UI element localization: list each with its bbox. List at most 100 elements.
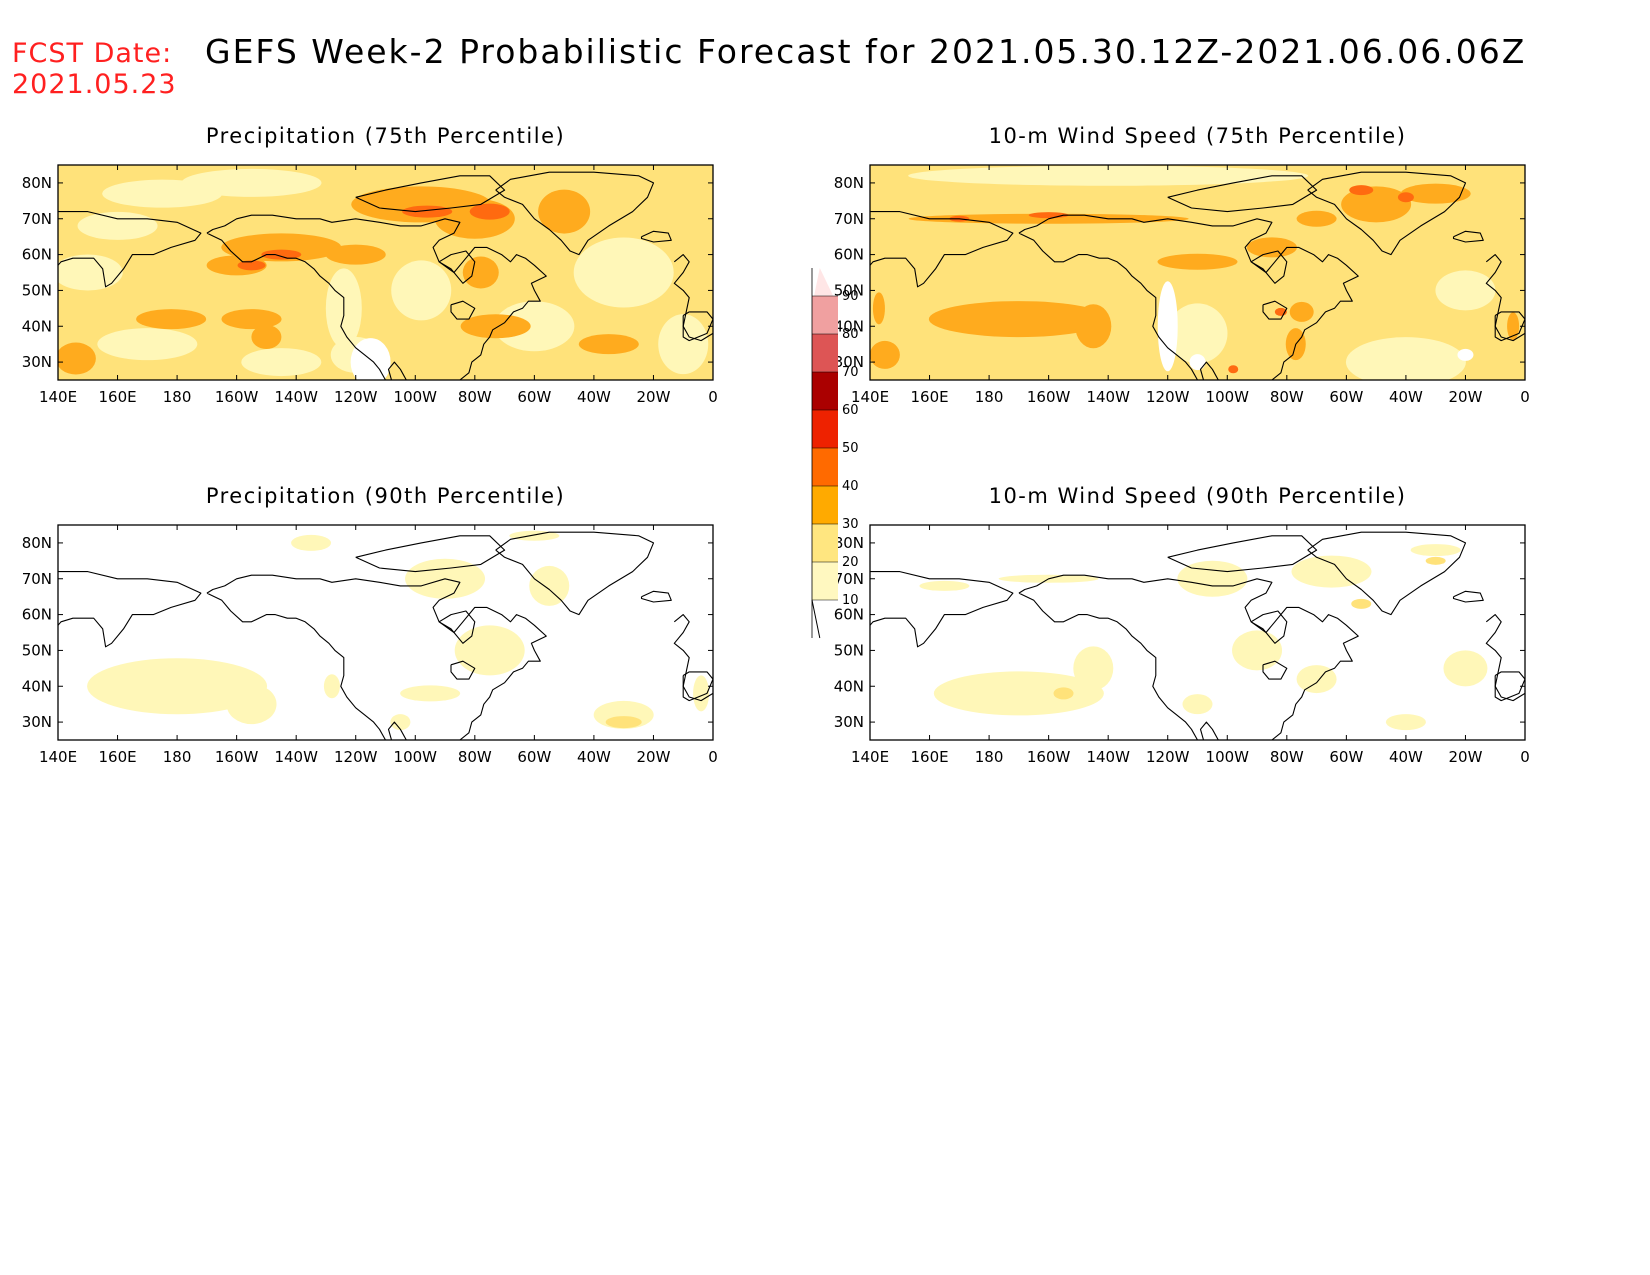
colorbar-label: 40 bbox=[842, 479, 859, 494]
coast-east-asia bbox=[58, 571, 202, 648]
panel-title-wind75: 10-m Wind Speed (75th Percentile) bbox=[988, 124, 1407, 148]
coast-europe bbox=[673, 254, 713, 342]
map-panel-precip90: 140E 160E 180 160W 140W 120W 100W 80W 60W 40W 20W 0… bbox=[0, 520, 740, 790]
colorbar-swatch bbox=[812, 486, 838, 524]
shade-mid-3 bbox=[221, 233, 342, 262]
x-tick-label: 80W bbox=[1270, 748, 1304, 766]
x-tick-label: 160W bbox=[1027, 388, 1071, 406]
coast-iceland bbox=[1452, 590, 1484, 603]
x-tick-label: 180 bbox=[163, 748, 192, 766]
shade-mid-2 bbox=[538, 189, 591, 234]
coast-greenland bbox=[1307, 171, 1467, 256]
x-tick-label: 40W bbox=[577, 748, 611, 766]
y-tick-label: 30N bbox=[834, 713, 864, 731]
y-tick-label: 50N bbox=[22, 641, 52, 659]
shade-low-6 bbox=[1296, 665, 1337, 694]
x-tick-label: 120W bbox=[1146, 388, 1190, 406]
shade-mid-8 bbox=[58, 342, 96, 375]
coast-iceland bbox=[640, 230, 672, 243]
map-wind90-svg: 140E 160E 180 160W 140W 120W 100W 80W 60W 40W 20W 0… bbox=[834, 524, 1530, 766]
shade-mid-11 bbox=[251, 325, 282, 349]
shade-high-2 bbox=[261, 249, 302, 260]
x-tick-label: 0 bbox=[708, 748, 718, 766]
shade-mid-9 bbox=[136, 309, 207, 330]
shade-low-10 bbox=[97, 328, 198, 361]
x-tick-label: 0 bbox=[1520, 748, 1530, 766]
shade-mid-1 bbox=[1425, 556, 1446, 565]
map-panel-wind90: 140E 160E 180 160W 140W 120W 100W 80W 60W 40W 20W 0… bbox=[812, 520, 1552, 790]
shade-mid-2 bbox=[870, 340, 900, 369]
coast-east-asia bbox=[58, 211, 202, 288]
shade-mid-9 bbox=[1289, 301, 1314, 322]
x-tick-label: 60W bbox=[517, 388, 551, 406]
coast-great-lakes bbox=[450, 660, 476, 680]
x-tick-label: 20W bbox=[636, 748, 670, 766]
y-tick-label: 60N bbox=[834, 606, 864, 624]
colorbar-swatch bbox=[812, 372, 838, 410]
shade-low-6 bbox=[391, 260, 452, 321]
y-tick-label: 50N bbox=[22, 281, 52, 299]
shade-low-2 bbox=[1177, 560, 1248, 597]
shade-mid-5 bbox=[1157, 253, 1238, 270]
shade-low-0 bbox=[933, 671, 1104, 716]
x-tick-label: 120W bbox=[334, 748, 378, 766]
map-frame bbox=[57, 164, 714, 381]
colorbar-swatch bbox=[812, 448, 838, 486]
map-frame bbox=[57, 524, 714, 741]
shade-mid-12 bbox=[1296, 210, 1337, 227]
shade-mid-6 bbox=[1246, 237, 1297, 258]
map-panel-wind75: 140E 160E 180 160W 140W 120W 100W 80W 60W 40W 20W 0… bbox=[812, 160, 1552, 430]
shade-low-4 bbox=[400, 685, 461, 702]
coast-arctic-islands bbox=[1167, 535, 1318, 573]
coast-hudson-bay bbox=[438, 250, 476, 284]
map-wind75-svg: 140E 160E 180 160W 140W 120W 100W 80W 60W 40W 20W 0… bbox=[834, 164, 1530, 406]
shading-layer bbox=[58, 165, 713, 380]
coast-greenland bbox=[495, 531, 655, 616]
coast-iceland bbox=[640, 590, 672, 603]
shade-none-0 bbox=[1157, 281, 1178, 372]
y-tick-label: 70N bbox=[834, 570, 864, 588]
x-tick-label: 100W bbox=[394, 748, 438, 766]
x-tick-label: 120W bbox=[334, 388, 378, 406]
coast-hudson-bay bbox=[438, 610, 476, 644]
y-tick-label: 60N bbox=[834, 246, 864, 264]
shade-low-1 bbox=[1345, 337, 1466, 380]
coast-europe bbox=[1485, 614, 1525, 702]
x-tick-label: 160E bbox=[910, 748, 948, 766]
coast-east-asia bbox=[870, 211, 1014, 288]
coastline-layer bbox=[870, 531, 1525, 740]
coast-europe bbox=[673, 614, 713, 702]
x-tick-label: 140E bbox=[39, 748, 77, 766]
shade-low-1 bbox=[1073, 646, 1114, 691]
forecast-date-label: FCST Date: 2021.05.23 bbox=[12, 38, 177, 100]
colorbar-swatch bbox=[812, 524, 838, 562]
y-tick-label: 80N bbox=[22, 174, 52, 192]
colorbar-swatch bbox=[812, 334, 838, 372]
shade-low-3 bbox=[1291, 555, 1372, 588]
x-tick-label: 160W bbox=[215, 748, 259, 766]
colorbar-label: 30 bbox=[842, 517, 859, 532]
coast-arctic-islands bbox=[355, 535, 506, 573]
shade-low-11 bbox=[241, 348, 322, 377]
shade-mid-5 bbox=[462, 256, 499, 289]
colorbar-label: 20 bbox=[842, 555, 859, 570]
x-tick-label: 40W bbox=[577, 388, 611, 406]
panel-title-precip90: Precipitation (90th Percentile) bbox=[205, 484, 566, 508]
x-tick-label: 100W bbox=[1206, 388, 1250, 406]
fcst-date: 2021.05.23 bbox=[12, 69, 177, 100]
coast-north-america bbox=[206, 574, 547, 740]
y-tick-label: 30N bbox=[834, 353, 864, 371]
x-tick-label: 140E bbox=[851, 388, 889, 406]
shade-low-9 bbox=[509, 530, 560, 541]
shading-layer bbox=[58, 525, 713, 740]
map-frame bbox=[869, 524, 1526, 741]
x-tick-label: 160E bbox=[98, 748, 136, 766]
coast-great-lakes bbox=[450, 300, 476, 320]
coast-europe bbox=[1485, 254, 1525, 342]
shade-none-1 bbox=[1189, 354, 1206, 371]
colorbar-label: 60 bbox=[842, 403, 859, 418]
coast-iceland bbox=[1452, 230, 1484, 243]
colorbar-swatch bbox=[812, 296, 838, 334]
coast-hudson-bay bbox=[1250, 610, 1288, 644]
x-tick-label: 0 bbox=[708, 388, 718, 406]
